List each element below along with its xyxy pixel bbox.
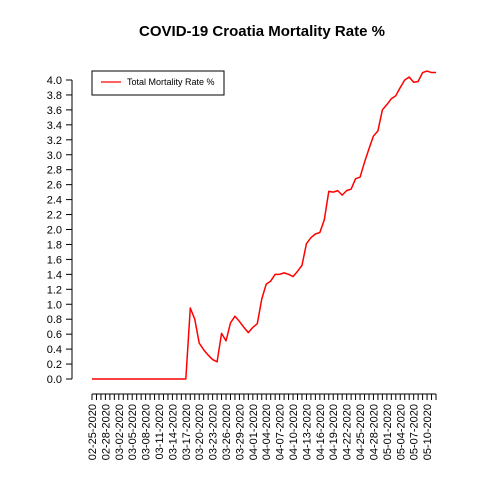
y-tick-label: 0.8 [47,314,62,326]
y-tick-label: 3.2 [47,135,62,147]
x-tick-label: 04-22-2020 [342,404,354,460]
x-tick-label: 03-05-2020 [127,404,139,460]
y-tick-label: 3.0 [47,150,62,162]
y-tick-label: 2.0 [47,225,62,237]
legend: Total Mortality Rate % [91,70,225,96]
x-tick-label: 02-28-2020 [100,404,112,460]
x-tick-label: 05-07-2020 [409,404,421,460]
x-tick-label: 03-02-2020 [114,404,126,460]
x-tick-label: 03-11-2020 [154,404,166,459]
x-tick-label: 03-23-2020 [208,404,220,460]
y-tick-label: 1.2 [47,284,62,296]
x-tick-label: 04-28-2020 [368,404,380,460]
x-tick-label: 03-29-2020 [234,404,246,460]
y-tick-label: 0.6 [47,329,62,341]
y-tick-label: 3.8 [47,90,62,102]
series-layer [92,70,436,380]
x-tick-label: 04-10-2020 [288,404,300,460]
x-tick-label: 04-01-2020 [248,404,260,460]
y-tick-label: 1.6 [47,254,62,266]
x-tick-label: 03-08-2020 [141,404,153,460]
y-tick-label: 2.4 [47,195,62,207]
y-tick-label: 1.0 [47,299,62,311]
x-tick-label: 04-19-2020 [328,404,340,460]
x-tick-label: 04-07-2020 [275,404,287,460]
y-axis: 0.0 0.2 0.4 0.6 0.8 1.0 1.2 1.4 1.6 1.8 2.0 2.2 2.4 2… [47,75,73,386]
legend-label: Total Mortality Rate % [127,77,215,87]
y-tick-label: 2.8 [47,165,62,177]
x-tick-label: 03-14-2020 [167,404,179,460]
x-tick-label: 04-25-2020 [355,404,367,460]
x-tick-label: 03-20-2020 [194,404,206,460]
x-tick-label: 05-10-2020 [422,404,434,460]
y-tick-label: 3.6 [47,105,62,117]
chart-title: COVID-19 Croatia Mortality Rate % [139,23,385,40]
y-tick-label: 0.2 [47,359,62,371]
y-tick-label: 1.4 [47,269,62,281]
y-tick-label: 4.0 [47,75,62,87]
x-tick-label: 05-04-2020 [395,404,407,460]
y-tick-label: 2.6 [47,180,62,192]
x-tick-label: 03-26-2020 [221,404,233,460]
x-tick-label: 04-16-2020 [315,404,327,460]
x-tick-label: 02-25-2020 [87,404,99,460]
y-tick-label: 0.4 [47,344,62,356]
x-tick-label: 04-04-2020 [261,404,273,460]
legend-box [91,70,225,96]
x-tick-label: 03-17-2020 [181,404,193,460]
y-tick-label: 0.0 [47,374,62,386]
series-line-total-mortality-rate [92,70,436,380]
y-tick-label: 3.4 [47,120,62,132]
y-tick-label: 2.2 [47,210,62,222]
x-tick-label: 04-13-2020 [301,404,313,460]
x-tick-label: 05-01-2020 [382,404,394,460]
y-tick-label: 1.8 [47,239,62,251]
x-axis: 02-25-2020 02-28-2020 03-02-2020 03-05-2020… [87,393,437,460]
